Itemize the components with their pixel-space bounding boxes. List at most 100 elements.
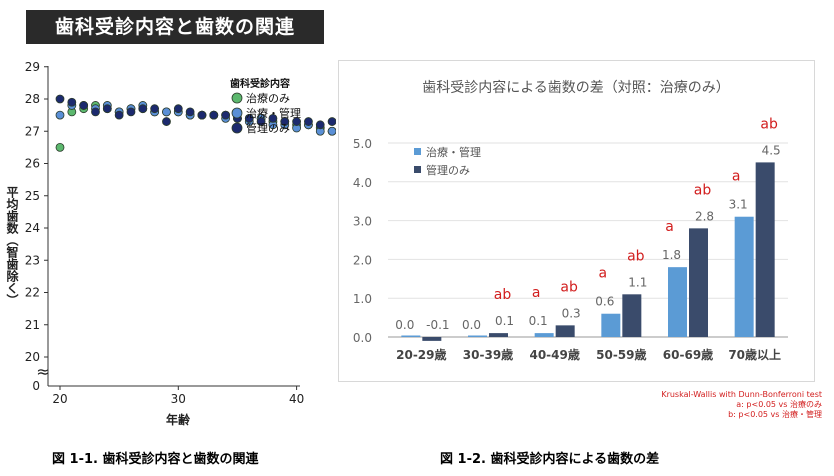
significance-label: a	[732, 169, 741, 185]
bar-treatment-mgmt	[468, 335, 487, 337]
scatter-point-3	[114, 110, 124, 120]
scatter-point-3	[221, 110, 231, 120]
caption-right: 図 1-2. 歯科受診内容による歯数の差	[440, 452, 660, 467]
data-label: 1.1	[628, 275, 647, 289]
y-tick-label: 21	[25, 318, 40, 332]
legend-swatch	[414, 166, 421, 173]
y-axis-label: 平均歯数（智歯除く）	[5, 186, 19, 306]
significance-label: ab	[760, 116, 778, 132]
scatter-point-3	[138, 104, 148, 114]
data-label: 4.5	[762, 143, 781, 157]
bar-mgmt-only	[489, 333, 508, 337]
stat-note-b: b: p<0.05 vs 治療・管理	[728, 410, 822, 419]
bar-treatment-mgmt	[668, 267, 687, 337]
scatter-point-3	[91, 107, 100, 117]
y-tick-label: 5.0	[353, 137, 372, 151]
legend-marker	[231, 92, 243, 104]
scatter-point-3	[173, 104, 183, 114]
scatter-point-2	[55, 110, 65, 120]
scatter-chart: 292827262524232221200≈20304050607080年齢平均…	[5, 60, 336, 427]
legend-label: 治療・管理	[246, 106, 301, 120]
y-tick-label: 4.0	[353, 176, 372, 190]
bar-mgmt-only	[622, 294, 642, 337]
bar-chart-title: 歯科受診内容による歯数の差（対照：治療のみ）	[422, 79, 730, 96]
y-tick-label: 24	[25, 221, 40, 235]
bar-mgmt-only	[689, 228, 708, 337]
y-tick-label: 29	[25, 60, 40, 74]
legend-label: 管理のみ	[426, 163, 470, 177]
legend-label: 管理のみ	[246, 121, 290, 135]
bar-chart-frame	[338, 60, 815, 382]
bar-treatment-mgmt	[401, 335, 421, 337]
x-tick-label: 40	[289, 392, 304, 406]
scatter-point-3	[292, 117, 302, 126]
legend-label: 治療のみ	[246, 91, 290, 105]
data-label: 0.1	[495, 314, 514, 328]
x-tick-label: 30-39歳	[463, 347, 513, 362]
y-tick-label: 1.0	[353, 292, 372, 306]
scatter-point-3	[67, 97, 77, 107]
y-tick-label: 23	[25, 253, 40, 267]
legend-title: 歯科受診内容	[230, 77, 290, 90]
data-label: 0.0	[462, 318, 481, 332]
y-tick-label: 28	[25, 92, 40, 106]
axis-break-mark: ≈	[36, 362, 49, 381]
data-label: -0.1	[426, 318, 449, 332]
significance-label: ab	[694, 182, 712, 198]
data-label: 0.6	[595, 295, 614, 309]
y-tick-label: 0.0	[353, 331, 372, 345]
caption-left: 図 1-1. 歯科受診内容と歯数の関連	[52, 452, 259, 467]
legend-swatch	[414, 148, 421, 155]
significance-label: a	[665, 219, 674, 235]
y-tick-label: 0	[32, 379, 40, 393]
data-label: 0.3	[562, 306, 581, 320]
x-axis-label: 年齢	[166, 412, 191, 427]
bar-treatment-mgmt	[601, 313, 621, 337]
scatter-point-3	[102, 104, 112, 114]
stat-test-label: Kruskal-Wallis with Dunn-Bonferroni test	[661, 390, 822, 399]
scatter-point-2	[327, 126, 336, 136]
significance-label: ab	[560, 279, 578, 295]
stat-note-a: a: p<0.05 vs 治療のみ	[736, 400, 822, 409]
bar-mgmt-only	[422, 337, 442, 341]
scatter-point-3	[79, 101, 89, 110]
y-tick-label: 22	[25, 286, 40, 300]
scatter-point-3	[268, 113, 278, 123]
legend-label: 治療・管理	[426, 145, 481, 159]
bar-mgmt-only	[555, 325, 575, 337]
chart-banner-title: 歯科受診内容と歯数の関連	[26, 10, 324, 44]
scatter-point-3	[315, 120, 325, 130]
x-tick-label: 40-49歳	[529, 347, 579, 362]
legend-marker	[231, 122, 243, 134]
y-tick-label: 25	[25, 189, 40, 203]
data-label: 0.0	[395, 318, 414, 332]
data-label: 1.8	[662, 248, 681, 262]
scatter-point-3	[244, 113, 254, 123]
x-tick-label: 20-29歳	[396, 347, 446, 362]
y-tick-label: 20	[25, 350, 40, 364]
scatter-point-3	[185, 107, 195, 117]
data-label: 0.1	[529, 314, 548, 328]
scatter-point-3	[327, 117, 336, 126]
bar-treatment-mgmt	[534, 333, 554, 337]
scatter-point-3	[126, 107, 136, 117]
x-tick-label: 20	[52, 392, 67, 406]
scatter-point-3	[197, 110, 207, 120]
bar-chart: 歯科受診内容による歯数の差（対照：治療のみ） 0.0 1.0 2.0 3.0 4.0 5.0…	[353, 79, 788, 362]
x-tick-label: 70歳以上	[728, 347, 781, 362]
scatter-point-3	[150, 104, 160, 114]
scatter-point-3	[209, 110, 219, 120]
scatter-point-3	[304, 117, 313, 126]
bar-treatment-mgmt	[734, 216, 754, 337]
significance-label: a	[599, 266, 608, 282]
x-tick-label: 60-69歳	[663, 347, 713, 362]
significance-label: a	[532, 285, 541, 301]
y-tick-label: 3.0	[353, 215, 372, 229]
x-tick-label: 50-59歳	[596, 347, 646, 362]
y-tick-label: 27	[25, 124, 40, 138]
legend-marker	[231, 107, 243, 119]
significance-label: ab	[627, 248, 645, 264]
x-tick-label: 30	[171, 392, 186, 406]
y-tick-label: 26	[25, 157, 40, 171]
scatter-point-2	[162, 107, 171, 117]
